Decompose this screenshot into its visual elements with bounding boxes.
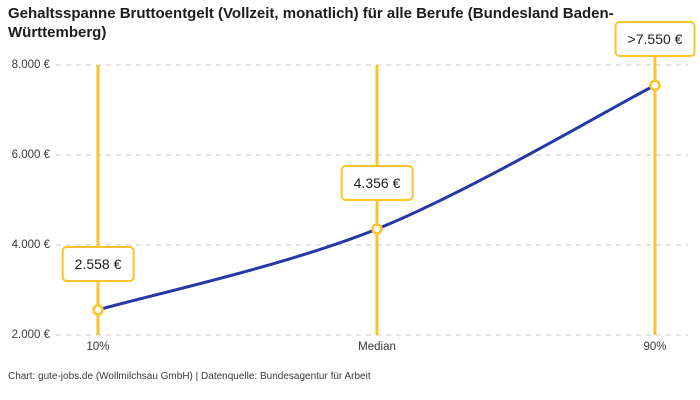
y-axis-tick-label: 2.000 € (11, 329, 50, 341)
chart-attribution: Chart: gute-jobs.de (Wollmilchsau GmbH) … (8, 371, 371, 382)
x-axis-tick-label: 90% (643, 341, 667, 353)
chart-title: Gehaltsspanne Bruttoentgelt (Vollzeit, m… (8, 5, 614, 42)
y-axis-tick-label: 6.000 € (11, 149, 50, 161)
y-axis-tick-label: 4.000 € (11, 239, 50, 251)
x-axis-tick-label: Median (358, 341, 396, 353)
data-point-marker[interactable] (92, 304, 104, 316)
data-point-marker[interactable] (371, 223, 383, 235)
x-axis-tick-label: 10% (86, 341, 110, 353)
value-label-box: 2.558 € (61, 245, 135, 282)
value-label-box: >7.550 € (614, 21, 696, 58)
y-axis-tick-label: 8.000 € (11, 59, 50, 71)
value-label-box: 4.356 € (340, 164, 414, 201)
data-point-marker[interactable] (649, 79, 661, 91)
